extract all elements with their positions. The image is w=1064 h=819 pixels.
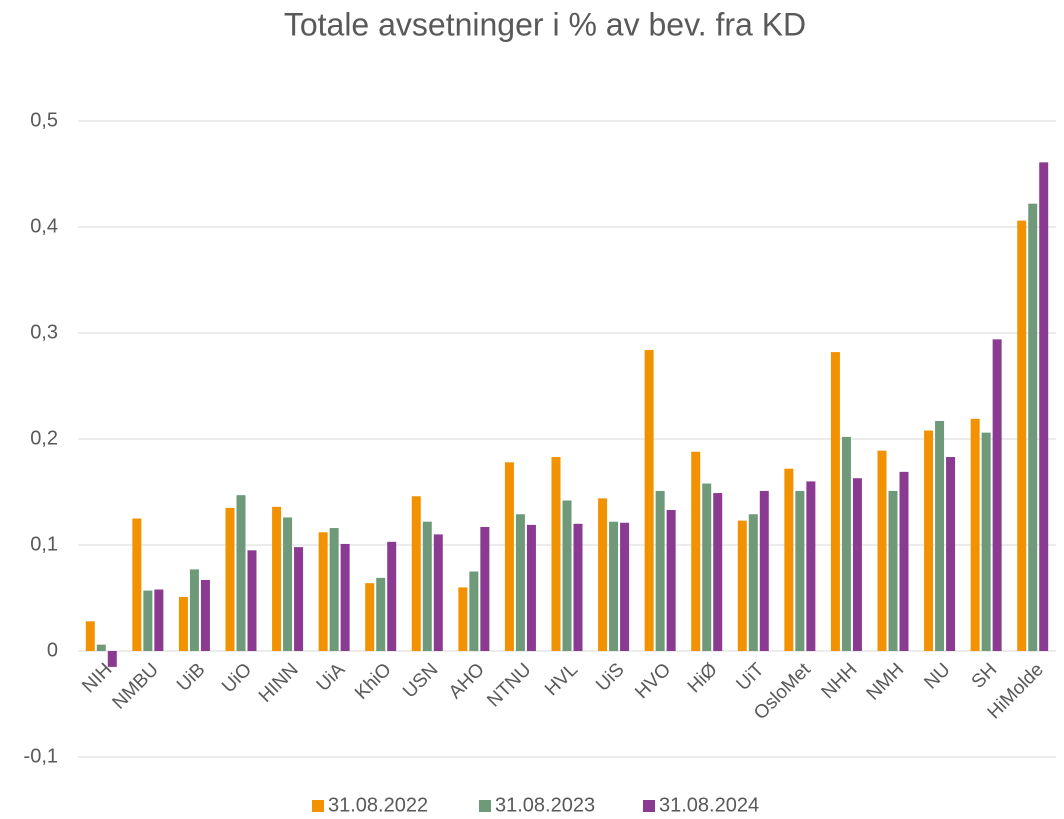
bar	[644, 349, 654, 651]
x-tick-label: HiØ	[684, 659, 722, 697]
x-tick-label: NTNU	[483, 659, 535, 711]
bar	[329, 528, 339, 651]
x-tick-label: USN	[399, 659, 442, 702]
bar	[666, 510, 676, 651]
bar	[795, 490, 805, 651]
bar	[841, 436, 851, 651]
bar	[598, 498, 608, 651]
legend-label: 31.08.2024	[659, 794, 759, 816]
y-tick-label: 0	[47, 639, 58, 661]
bar	[178, 596, 188, 651]
x-tick-label: UiA	[313, 659, 350, 696]
legend-swatch	[643, 800, 655, 812]
bar	[737, 520, 747, 651]
bar	[422, 521, 432, 651]
bar	[480, 526, 490, 651]
bar	[96, 644, 106, 651]
bar	[888, 490, 898, 651]
bar	[411, 496, 421, 651]
bar	[981, 432, 991, 651]
bar	[899, 471, 909, 651]
bar	[655, 490, 665, 651]
bar	[225, 507, 235, 651]
legend-label: 31.08.2023	[495, 794, 595, 816]
x-tick-label: NU	[920, 659, 954, 693]
bar	[713, 493, 723, 651]
bar	[365, 583, 375, 651]
y-tick-label: 0,5	[30, 109, 58, 131]
bar	[340, 543, 350, 651]
bar	[609, 521, 619, 651]
x-tick-label: NMH	[863, 659, 908, 704]
y-tick-label: 0,4	[30, 215, 58, 237]
bar	[154, 589, 164, 651]
bar	[759, 490, 769, 651]
bar	[107, 651, 117, 667]
bar	[992, 339, 1002, 651]
bar	[504, 462, 514, 651]
bar	[318, 532, 328, 651]
bar	[946, 457, 956, 651]
bar	[387, 541, 397, 651]
bar	[85, 621, 95, 651]
x-tick-label: UiS	[592, 659, 629, 696]
bar	[247, 550, 257, 651]
bar	[283, 517, 293, 651]
legend-swatch	[312, 800, 324, 812]
bar	[748, 514, 758, 651]
bar	[573, 523, 583, 651]
bar	[143, 590, 153, 651]
bar	[294, 547, 304, 651]
bar	[132, 518, 142, 651]
bar	[200, 579, 210, 651]
bar	[1028, 203, 1038, 651]
bar	[806, 481, 816, 651]
bar	[852, 478, 862, 651]
bar	[526, 524, 536, 651]
bar	[376, 577, 386, 651]
bar	[1017, 220, 1027, 651]
chart-title: Totale avsetninger i % av bev. fra KD	[284, 6, 806, 42]
x-tick-label: NMBU	[109, 659, 163, 713]
bar	[970, 418, 980, 651]
bar	[877, 450, 887, 651]
bar	[1039, 162, 1049, 651]
bar	[620, 522, 630, 651]
bar	[189, 569, 199, 651]
legend-swatch	[479, 800, 491, 812]
x-tick-label: HINN	[255, 659, 303, 707]
bar	[702, 483, 712, 651]
x-tick-label: UiB	[173, 659, 210, 696]
bar	[551, 457, 561, 651]
bar	[562, 500, 572, 651]
y-tick-label: 0,1	[30, 533, 58, 555]
bar	[458, 587, 468, 651]
x-tick-label: NHH	[818, 659, 862, 703]
bar	[515, 514, 525, 651]
y-tick-label: 0,3	[30, 321, 58, 343]
bar	[433, 534, 443, 651]
x-tick-label: HVO	[631, 659, 675, 703]
bar	[830, 352, 840, 651]
x-tick-label: SH	[968, 659, 1002, 693]
bar	[469, 571, 479, 651]
bar	[691, 451, 701, 651]
bar	[924, 430, 934, 651]
x-tick-label: KhiO	[351, 659, 396, 704]
x-tick-label: UiT	[733, 659, 769, 695]
y-tick-label: -0,1	[24, 745, 58, 767]
bar	[272, 506, 282, 651]
bar	[236, 495, 246, 651]
bar	[935, 420, 945, 651]
legend-label: 31.08.2022	[328, 794, 428, 816]
bar	[784, 468, 794, 651]
y-tick-label: 0,2	[30, 427, 58, 449]
x-tick-label: UiO	[218, 659, 256, 697]
x-tick-label: HVL	[541, 659, 582, 700]
